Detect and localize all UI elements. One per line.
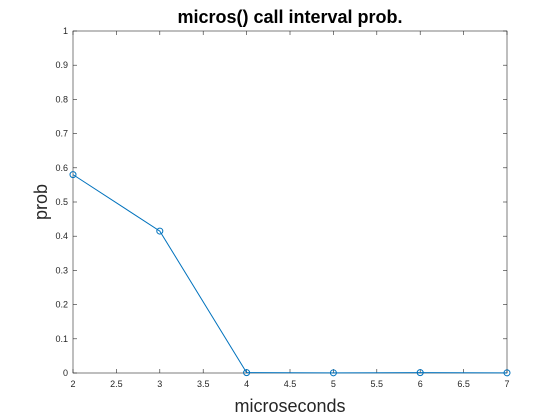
plot-area — [72, 30, 508, 374]
y-tick-label: 0.9 — [55, 60, 68, 70]
x-tick-label: 4 — [244, 379, 249, 389]
y-tick-label: 0 — [63, 368, 68, 378]
y-tick-label: 0.7 — [55, 129, 68, 139]
x-tick-label: 2 — [70, 379, 75, 389]
data-point — [156, 227, 164, 235]
y-axis-ticks: 0 0.1 0.2 0.3 0.4 0.5 0.6 0.7 0.8 0.9 1 — [55, 26, 507, 378]
y-tick-label: 0.4 — [55, 231, 68, 241]
y-tick-label: 0.2 — [55, 300, 68, 310]
data-point — [416, 369, 424, 377]
chart-title: micros() call interval prob. — [177, 7, 402, 27]
y-tick-label: 0.5 — [55, 197, 68, 207]
x-tick-label: 2.5 — [110, 379, 123, 389]
data-point — [329, 369, 337, 377]
x-tick-label: 5 — [331, 379, 336, 389]
x-axis-label: microseconds — [234, 396, 345, 416]
series-line — [72, 174, 508, 374]
data-point — [69, 171, 77, 179]
x-axis-ticks: 2 2.5 3 3.5 4 4.5 5 5.5 6 6.5 7 — [70, 31, 510, 389]
data-point — [503, 369, 511, 377]
x-tick-label: 3 — [157, 379, 162, 389]
x-tick-label: 6.5 — [457, 379, 470, 389]
series-layer — [69, 171, 511, 377]
y-tick-label: 1 — [63, 26, 68, 36]
data-point — [243, 369, 251, 377]
x-tick-label: 4.5 — [284, 379, 297, 389]
x-tick-label: 5.5 — [371, 379, 384, 389]
y-tick-label: 0.3 — [55, 265, 68, 275]
x-tick-label: 3.5 — [197, 379, 210, 389]
y-tick-label: 0.1 — [55, 334, 68, 344]
y-axis-label: prob — [31, 184, 51, 220]
y-tick-label: 0.6 — [55, 163, 68, 173]
y-tick-label: 0.8 — [55, 94, 68, 104]
x-tick-label: 7 — [504, 379, 509, 389]
x-tick-label: 6 — [418, 379, 423, 389]
